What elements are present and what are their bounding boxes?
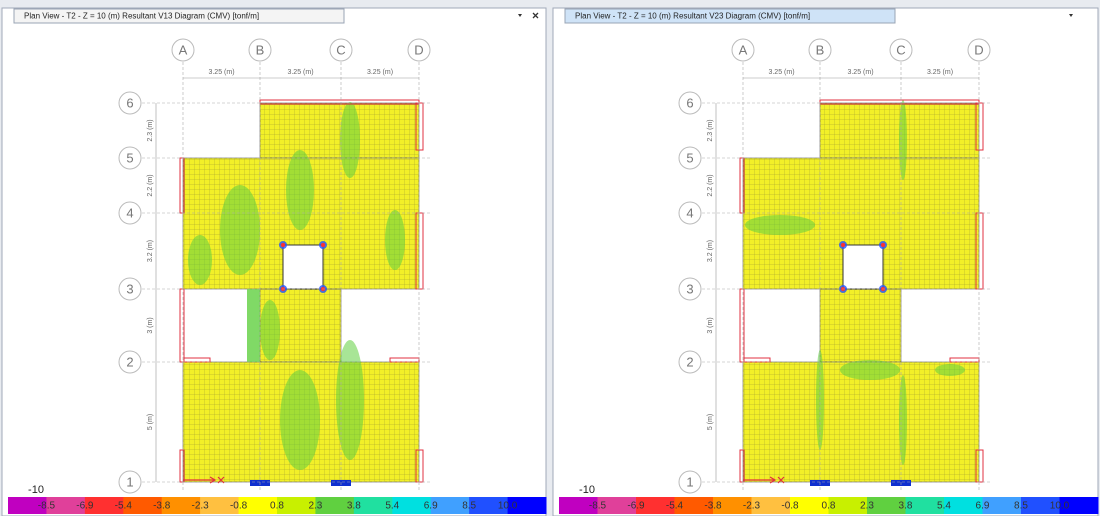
dimension-label: 3 (m) (707, 317, 714, 333)
grid-label: 6 (686, 95, 693, 110)
legend-label: -8.5 (38, 501, 56, 512)
dimension-label: 3.25 (m) (208, 69, 234, 76)
grid-label: 4 (126, 205, 133, 220)
grid-label: A (179, 42, 188, 57)
grid-label: 2 (126, 354, 133, 369)
slab (820, 289, 901, 362)
dimension-label: 3.2 (m) (707, 240, 714, 262)
grid-label: C (896, 42, 905, 57)
slab (743, 362, 979, 482)
contour (220, 185, 260, 275)
legend-label: 3.8 (347, 501, 361, 512)
legend-label: -6.9 (76, 501, 94, 512)
legend-label: -2.3 (743, 501, 761, 512)
legend-label: -0.8 (781, 501, 799, 512)
legend-label: -8.5 (589, 501, 607, 512)
contour (745, 215, 815, 235)
legend-label: -2.3 (192, 501, 210, 512)
stress-peak (841, 243, 845, 247)
stress-peak (321, 243, 325, 247)
grid-label: 5 (126, 150, 133, 165)
legend-label: 5.4 (937, 501, 951, 512)
legend-label: 0.8 (822, 501, 836, 512)
grid-label: 5 (686, 150, 693, 165)
grid-label: B (256, 42, 265, 57)
legend-label: 8.5 (462, 501, 476, 512)
slab (260, 103, 419, 158)
dimension-label: 3.25 (m) (287, 69, 313, 76)
contour (260, 300, 280, 360)
legend-label: 10.0 (498, 501, 518, 512)
grid-label: 2 (686, 354, 693, 369)
legend-label: 2.3 (308, 501, 322, 512)
opening (843, 245, 883, 289)
grid-label: A (739, 42, 748, 57)
dimension-label: 2.3 (m) (147, 119, 154, 141)
grid-label: 1 (126, 474, 133, 489)
contour (280, 370, 320, 470)
dimension-label: 5 (m) (147, 414, 154, 430)
grid-label: 3 (126, 281, 133, 296)
legend-label: 10.0 (1050, 501, 1070, 512)
grid-label: D (414, 42, 423, 57)
legend-label: -5.4 (666, 501, 684, 512)
legend-label: 2.3 (860, 501, 874, 512)
legend-label: 3.8 (899, 501, 913, 512)
contour (385, 210, 405, 270)
grid-label: B (816, 42, 825, 57)
grid-label: D (974, 42, 983, 57)
dimension-label: 2.2 (m) (147, 174, 154, 196)
dimension-label: 3.25 (m) (768, 69, 794, 76)
legend-label: 8.5 (1014, 501, 1028, 512)
dimension-label: 3.25 (m) (847, 69, 873, 76)
dimension-label: 3.2 (m) (147, 240, 154, 262)
tab-title[interactable]: Plan View - T2 - Z = 10 (m) Resultant V1… (24, 12, 259, 21)
contour (340, 102, 360, 178)
dimension-label: 3.25 (m) (367, 69, 393, 76)
legend-min-label: -10 (579, 484, 595, 496)
contour (336, 340, 364, 460)
dimension-label: 5 (m) (707, 414, 714, 430)
legend-label: -6.9 (627, 501, 645, 512)
legend-label: 5.4 (385, 501, 399, 512)
application-window: Plan View - T2 - Z = 10 (m) Resultant V1… (0, 0, 1100, 516)
legend-label: 6.9 (976, 501, 990, 512)
legend-label: -0.8 (230, 501, 248, 512)
legend-label: 0.8 (270, 501, 284, 512)
contour (899, 100, 907, 180)
contour (899, 375, 907, 465)
grid-label: 1 (686, 474, 693, 489)
dimension-label: 2.2 (m) (707, 174, 714, 196)
legend-min-label: -10 (28, 484, 44, 496)
grid-label: 6 (126, 95, 133, 110)
grid-label: C (336, 42, 345, 57)
stress-peak (881, 243, 885, 247)
contour (286, 150, 314, 230)
contour (188, 235, 212, 285)
legend-label: -5.4 (115, 501, 133, 512)
grid-label: 3 (686, 281, 693, 296)
tab-title[interactable]: Plan View - T2 - Z = 10 (m) Resultant V2… (575, 12, 810, 21)
opening (283, 245, 323, 289)
grid-label: 4 (686, 205, 693, 220)
contour (935, 364, 965, 376)
contour (840, 360, 900, 380)
legend-label: -3.8 (704, 501, 722, 512)
contour (247, 289, 260, 362)
dimension-label: 3 (m) (147, 317, 154, 333)
dimension-label: 3.25 (m) (927, 69, 953, 76)
stress-peak (281, 243, 285, 247)
contour (816, 350, 824, 450)
dimension-label: 2.3 (m) (707, 119, 714, 141)
legend-label: 6.9 (424, 501, 438, 512)
legend-label: -3.8 (153, 501, 171, 512)
